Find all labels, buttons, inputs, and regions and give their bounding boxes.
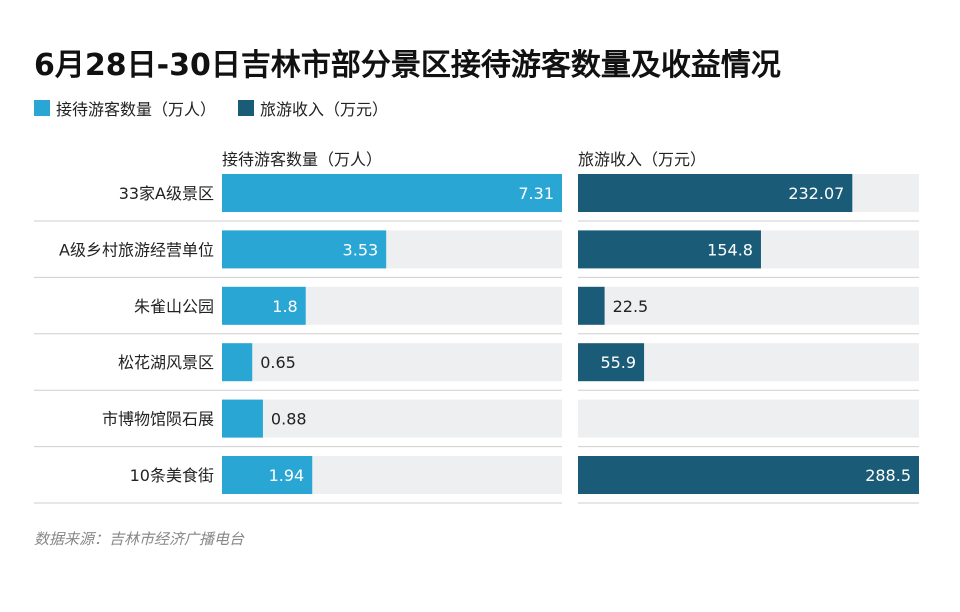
category-label: 10条美食街 (130, 466, 214, 485)
category-label: 33家A级景区 (119, 184, 214, 203)
category-label: A级乡村旅游经营单位 (59, 240, 214, 259)
data-label: 0.65 (260, 353, 296, 372)
data-label: 232.07 (788, 184, 844, 203)
legend-label-revenue: 旅游收入（万元） (260, 100, 389, 119)
bar (578, 286, 605, 325)
bar (578, 174, 853, 212)
bar (578, 343, 645, 382)
data-label: 1.94 (269, 466, 305, 485)
data-label: 1.8 (272, 297, 297, 316)
bar-track (222, 399, 562, 438)
data-label: 3.53 (343, 240, 379, 259)
legend-label-visitors: 接待游客数量（万人） (56, 100, 217, 119)
legend-item-visitors: 接待游客数量（万人） (34, 96, 216, 120)
bar-track (578, 399, 919, 438)
right-panel-header: 旅游收入（万元） (578, 150, 707, 169)
chart-title: 6月28日-30日吉林市部分景区接待游客数量及收益情况 (34, 48, 781, 83)
data-label: 0.88 (271, 410, 307, 429)
bar (222, 230, 387, 269)
legend-item-revenue: 旅游收入（万元） (238, 96, 388, 120)
legend-swatch-revenue (238, 100, 255, 116)
bar (222, 174, 562, 212)
bar-track (578, 286, 919, 325)
data-label: 22.5 (613, 297, 649, 316)
bar (222, 343, 253, 382)
bar (222, 399, 263, 438)
bar (222, 456, 313, 494)
left-panel-header: 接待游客数量（万人） (222, 150, 383, 169)
bar (578, 230, 761, 269)
data-label: 55.9 (600, 353, 636, 372)
legend-swatch-visitors (34, 100, 50, 116)
data-label: 154.8 (707, 240, 753, 259)
data-label: 7.31 (518, 184, 554, 203)
category-label: 松花湖风景区 (118, 353, 214, 372)
bar (578, 456, 919, 494)
bar-track (222, 343, 562, 382)
legend: 接待游客数量（万人） 旅游收入（万元） (34, 96, 410, 120)
category-label: 市博物馆陨石展 (102, 410, 214, 429)
bar (222, 286, 306, 325)
category-label: 朱雀山公园 (134, 297, 214, 316)
data-label: 288.5 (865, 466, 911, 485)
source-note: 数据来源：吉林市经济广播电台 (34, 530, 245, 548)
